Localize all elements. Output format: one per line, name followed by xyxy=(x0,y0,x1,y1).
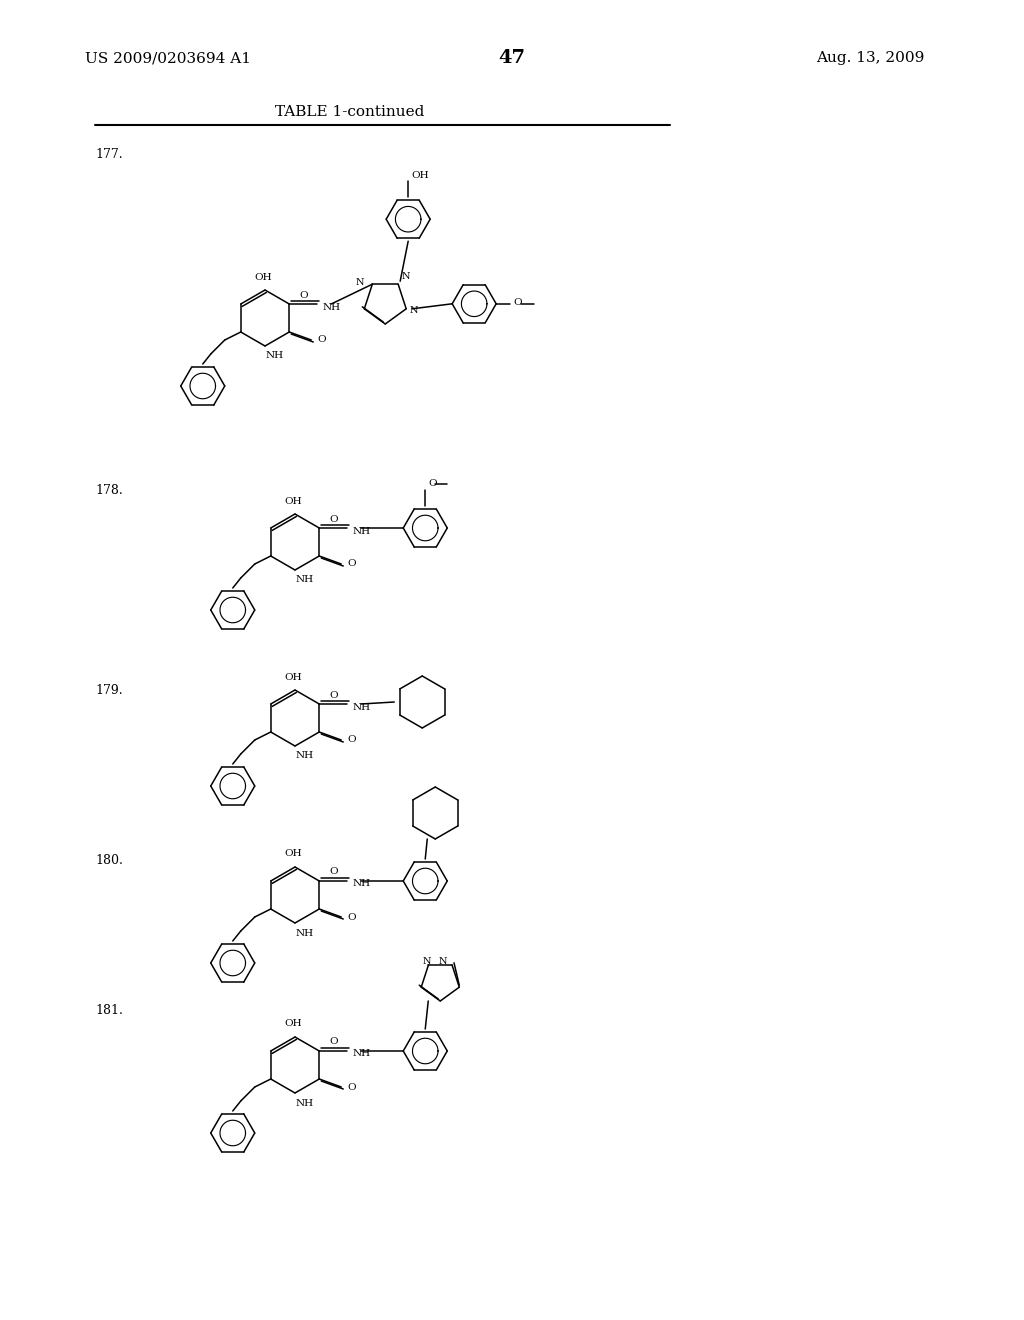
Text: N: N xyxy=(355,277,365,286)
Text: NH: NH xyxy=(352,1049,371,1059)
Text: O: O xyxy=(347,560,356,569)
Text: 181.: 181. xyxy=(95,1003,123,1016)
Text: 180.: 180. xyxy=(95,854,123,866)
Text: OH: OH xyxy=(285,672,302,681)
Text: O: O xyxy=(347,735,356,744)
Text: NH: NH xyxy=(352,879,371,888)
Text: 179.: 179. xyxy=(95,684,123,697)
Text: N: N xyxy=(438,957,447,966)
Text: NH: NH xyxy=(352,702,371,711)
Text: NH: NH xyxy=(296,576,314,585)
Text: NH: NH xyxy=(323,302,340,312)
Text: O: O xyxy=(347,1082,356,1092)
Text: NH: NH xyxy=(266,351,284,360)
Text: O: O xyxy=(329,515,338,524)
Text: NH: NH xyxy=(296,751,314,760)
Text: N: N xyxy=(401,272,410,281)
Text: TABLE 1-continued: TABLE 1-continued xyxy=(275,106,425,119)
Text: N: N xyxy=(410,306,418,315)
Text: Aug. 13, 2009: Aug. 13, 2009 xyxy=(816,51,925,65)
Text: O: O xyxy=(329,690,338,700)
Text: OH: OH xyxy=(254,272,271,281)
Text: OH: OH xyxy=(285,496,302,506)
Text: O: O xyxy=(428,479,437,488)
Text: O: O xyxy=(329,867,338,876)
Text: NH: NH xyxy=(296,1098,314,1107)
Text: OH: OH xyxy=(412,170,429,180)
Text: NH: NH xyxy=(296,928,314,937)
Text: O: O xyxy=(299,290,307,300)
Text: O: O xyxy=(329,1038,338,1047)
Text: US 2009/0203694 A1: US 2009/0203694 A1 xyxy=(85,51,251,65)
Text: 177.: 177. xyxy=(95,149,123,161)
Text: N: N xyxy=(422,957,431,966)
Text: OH: OH xyxy=(285,1019,302,1028)
Text: O: O xyxy=(317,335,326,345)
Text: OH: OH xyxy=(285,850,302,858)
Text: NH: NH xyxy=(352,527,371,536)
Text: 47: 47 xyxy=(499,49,525,67)
Text: O: O xyxy=(347,912,356,921)
Text: 178.: 178. xyxy=(95,483,123,496)
Text: O: O xyxy=(513,298,522,308)
